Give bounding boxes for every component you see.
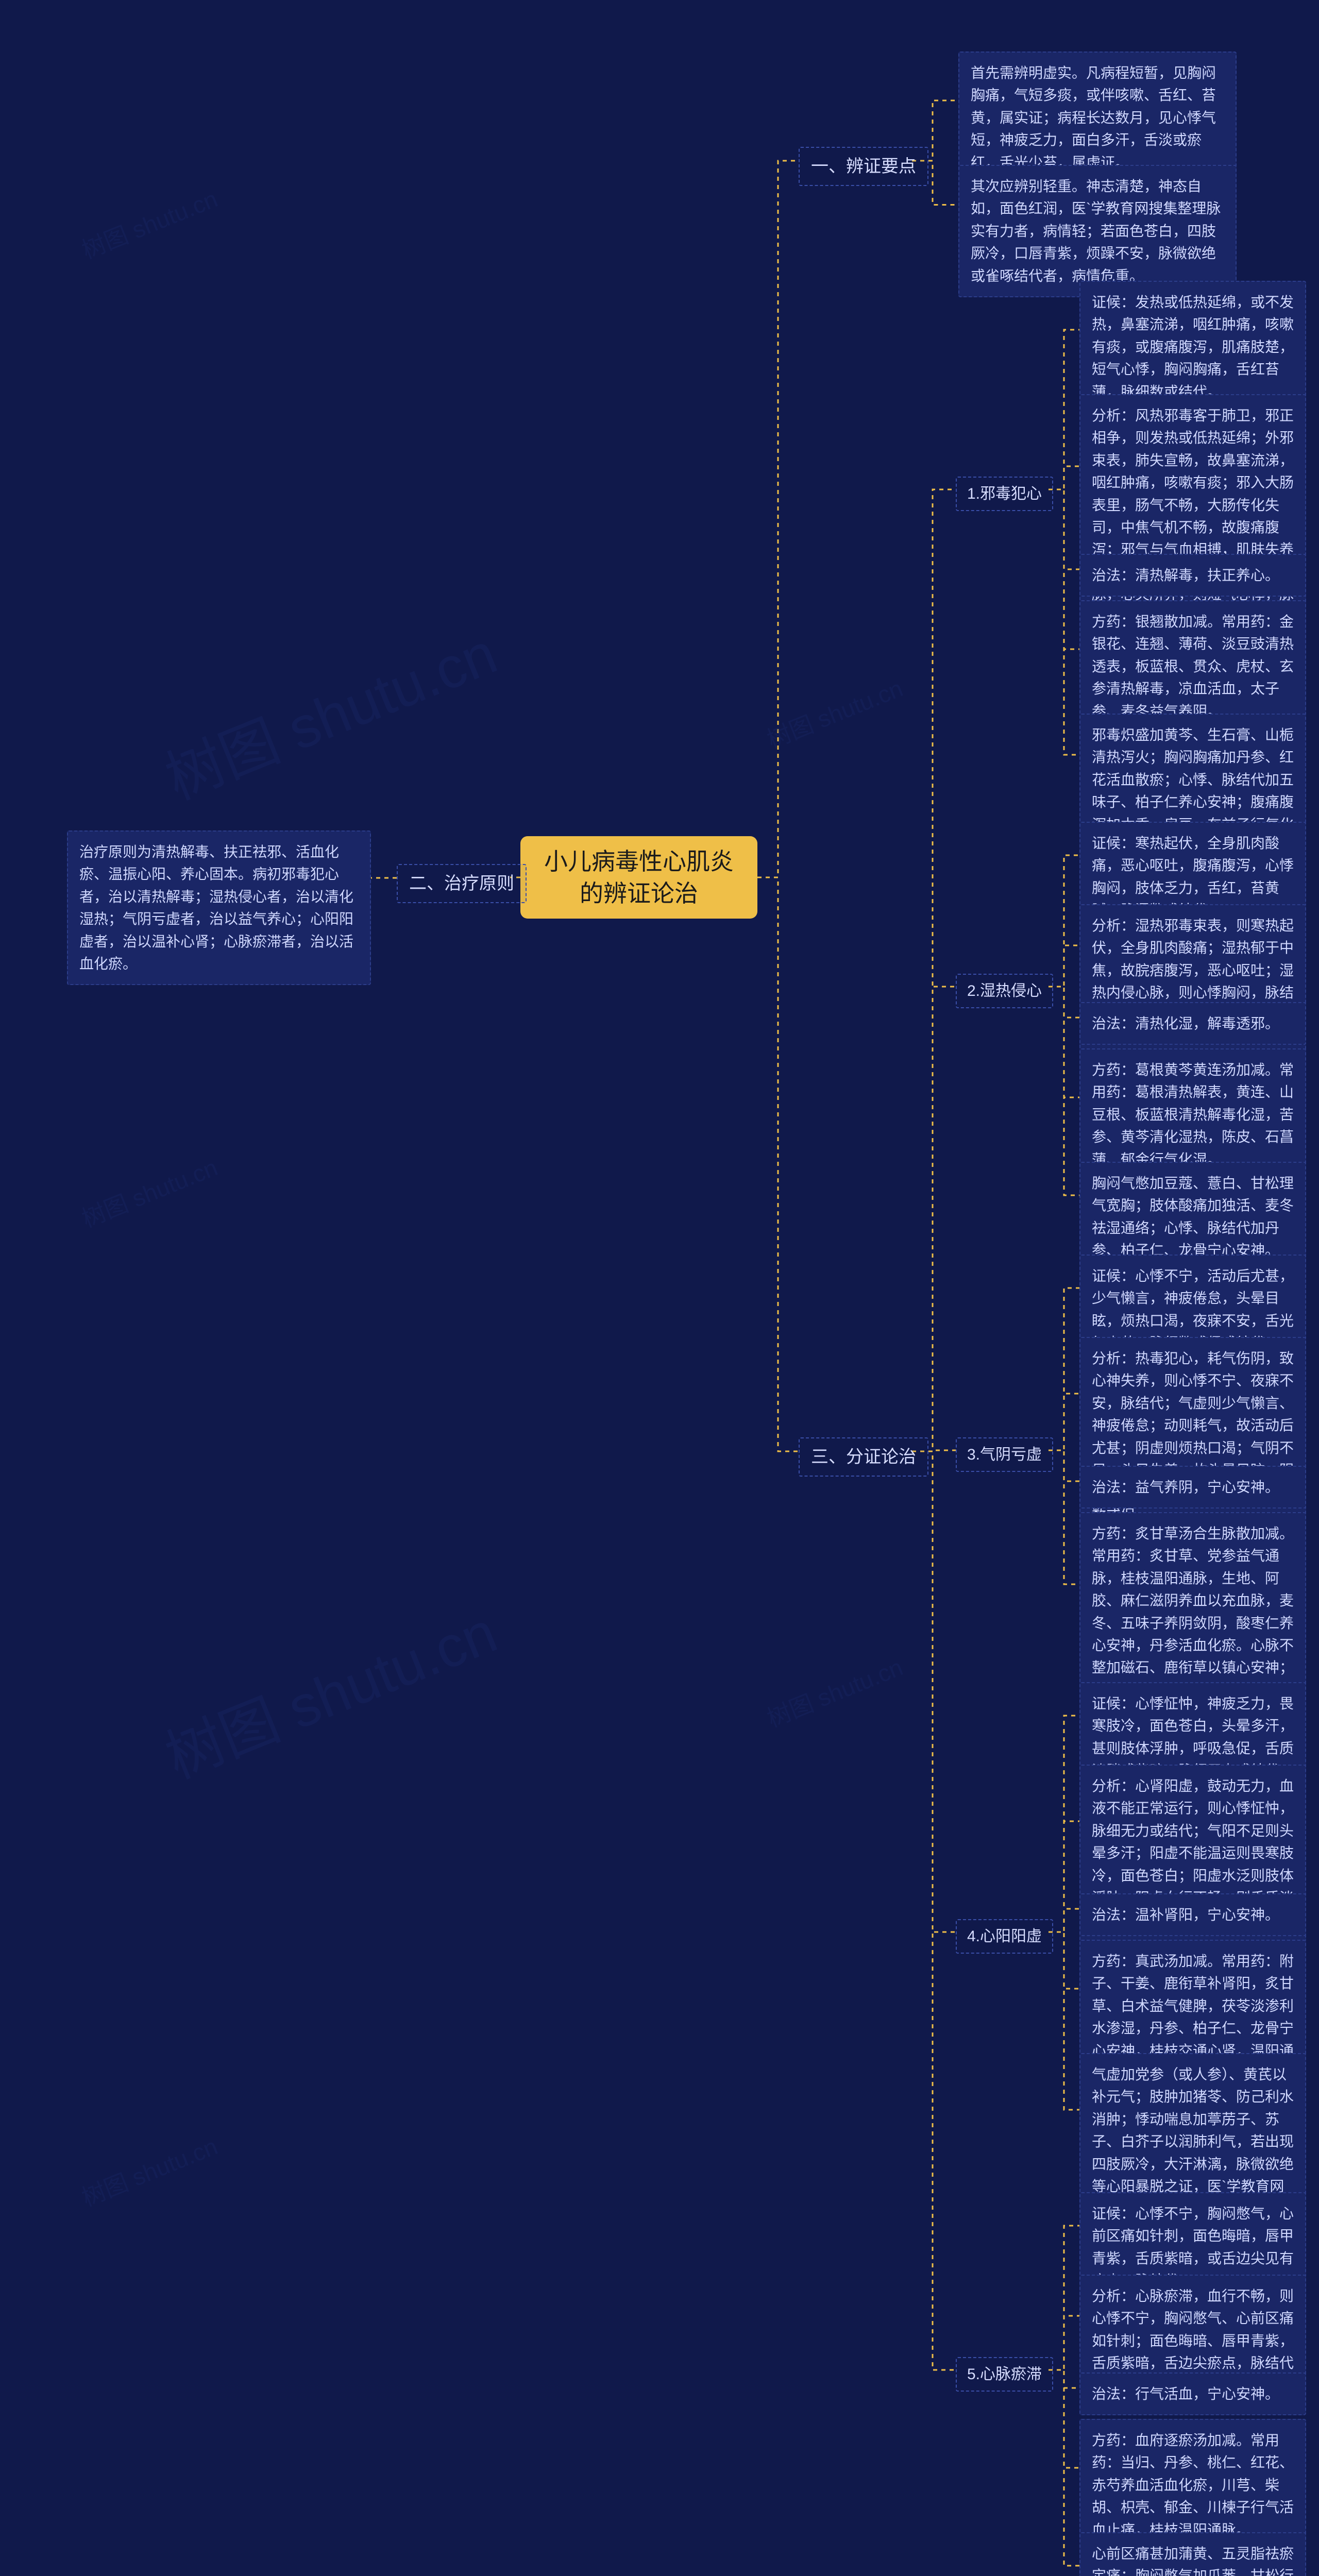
sub-node: 3.气阴亏虚 (956, 1437, 1053, 1472)
branch-treatment-principle: 二、治疗原则 (397, 864, 527, 903)
leaf-treatment-principle: 治疗原则为清热解毒、扶正祛邪、活血化瘀、温振心阳、养心固本。病初邪毒犯心者，治以… (67, 831, 371, 985)
leaf-node: 其次应辨别轻重。神志清楚，神态自如，面色红润，医`学教育网搜集整理脉实有力者，病… (958, 165, 1237, 297)
watermark: 树图 shutu.cn (151, 2539, 507, 2576)
leaf-node: 首先需辨明虚实。凡病程短暂，见胸闷胸痛，气短多痰，或伴咳嗽、舌红、苔黄，属实证；… (958, 52, 1237, 184)
watermark: 树图 shutu.cn (762, 670, 907, 755)
leaf-node: 治法：温补肾阳，宁心安神。 (1079, 1893, 1306, 1936)
watermark: 树图 shutu.cn (151, 607, 507, 816)
leaf-node: 治法：行气活血，宁心安神。 (1079, 2372, 1306, 2415)
leaf-node: 方药：银翘散加减。常用药：金银花、连翘、薄荷、淡豆豉清热透表，板蓝根、贯众、虎杖… (1079, 600, 1306, 733)
root-node: 小儿病毒性心肌炎的辨证论治 (520, 836, 757, 919)
leaf-node: 治法：清热解毒，扶正养心。 (1079, 554, 1306, 597)
leaf-node: 证候：发热或低热延绵，或不发热，鼻塞流涕，咽红肿痛，咳嗽有痰，或腹痛腹泻，肌痛肢… (1079, 281, 1306, 413)
leaf-node: 方药：血府逐瘀汤加减。常用药：当归、丹参、桃仁、红花、赤芍养血活血化瘀，川芎、柴… (1079, 2419, 1306, 2551)
sub-node: 1.邪毒犯心 (956, 477, 1053, 511)
leaf-node: 方药：葛根黄芩黄连汤加减。常用药：葛根清热解表，黄连、山豆根、板蓝根清热解毒化湿… (1079, 1048, 1306, 1181)
branch-label: 二、治疗原则 (409, 874, 514, 893)
leaf-node: 治法：清热化湿，解毒透邪。 (1079, 1002, 1306, 1045)
watermark: 树图 shutu.cn (762, 1649, 907, 1734)
branch-node: 三、分证论治 (799, 1437, 928, 1477)
leaf-node: 心前区痛甚加蒲黄、五灵脂祛瘀定痛；胸闷憋气加瓜蒌、甘松行气宽胸；肝脾肿大加郁金、… (1079, 2532, 1306, 2576)
root-text: 小儿病毒性心肌炎的辨证论治 (533, 845, 745, 909)
watermark: 树图 shutu.cn (76, 2128, 222, 2213)
sub-node: 4.心阳阳虚 (956, 1919, 1053, 1954)
watermark: 树图 shutu.cn (76, 180, 222, 266)
sub-node: 2.湿热侵心 (956, 974, 1053, 1008)
branch-node: 一、辨证要点 (799, 147, 928, 186)
watermark: 树图 shutu.cn (76, 1149, 222, 1234)
leaf-node: 治法：益气养阴，宁心安神。 (1079, 1466, 1306, 1509)
sub-node: 5.心脉瘀滞 (956, 2357, 1053, 2392)
leaf-text: 治疗原则为清热解毒、扶正祛邪、活血化瘀、温振心阳、养心固本。病初邪毒犯心者，治以… (79, 844, 353, 972)
watermark: 树图 shutu.cn (151, 1586, 507, 1794)
